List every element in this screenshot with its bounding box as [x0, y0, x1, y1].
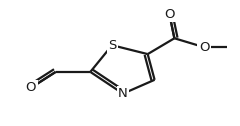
Text: N: N: [118, 87, 128, 100]
Text: S: S: [108, 39, 116, 52]
Text: O: O: [199, 41, 209, 54]
Text: O: O: [26, 81, 36, 94]
Text: O: O: [164, 8, 175, 21]
